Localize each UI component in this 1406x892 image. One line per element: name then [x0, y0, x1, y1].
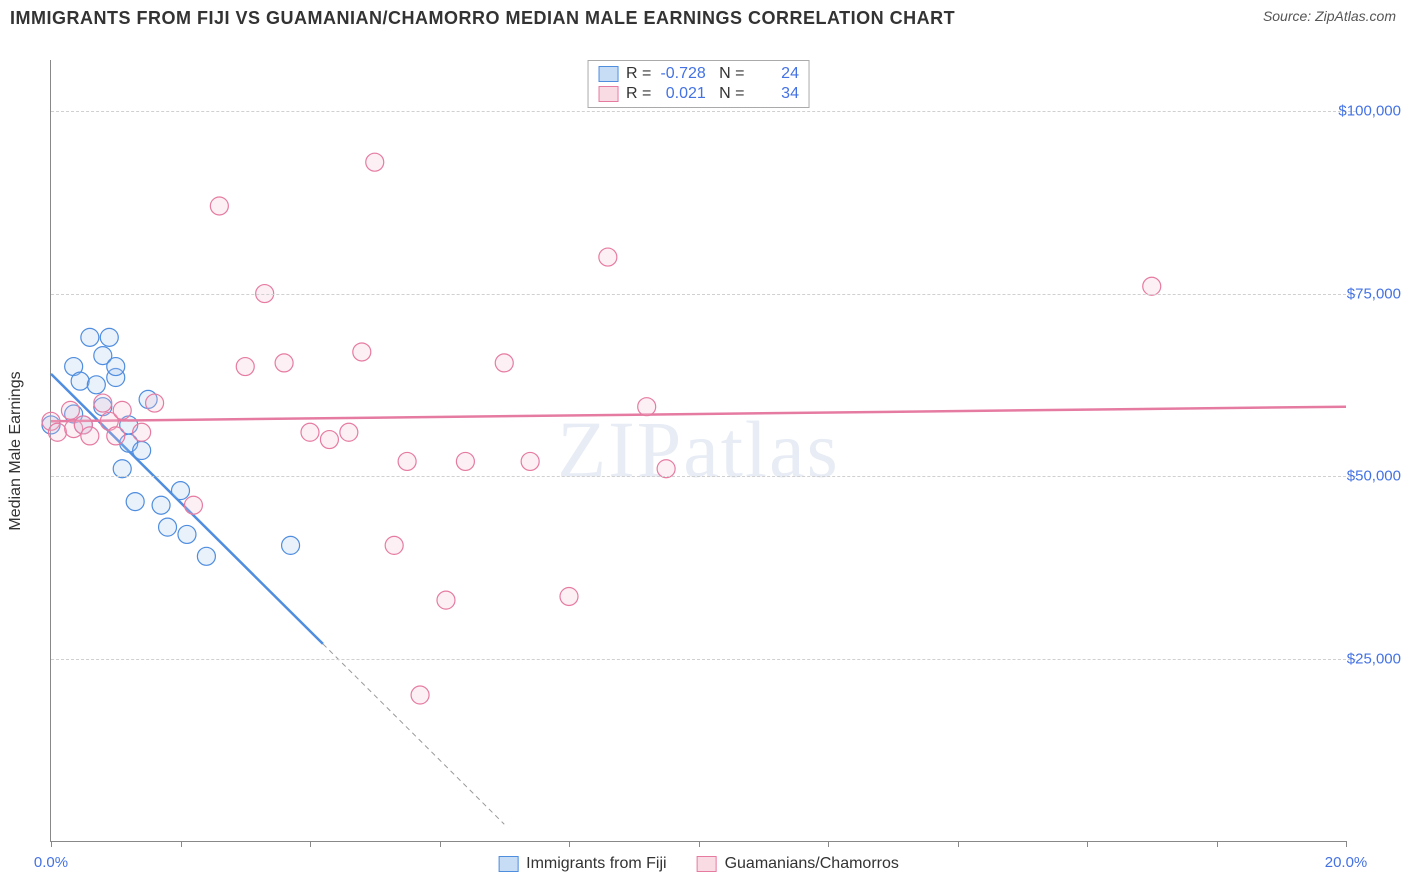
- legend-stats-text: R = -0.728 N = 24: [626, 65, 799, 83]
- data-point: [353, 343, 371, 361]
- x-tick: [51, 841, 52, 847]
- data-point: [456, 452, 474, 470]
- data-point: [599, 248, 617, 266]
- data-point: [61, 401, 79, 419]
- x-tick-label-end: 20.0%: [1325, 854, 1368, 871]
- data-point: [107, 427, 125, 445]
- legend-series-label: Immigrants from Fiji: [526, 855, 666, 873]
- legend-top-row: R = 0.021 N = 34: [598, 85, 799, 103]
- y-tick-label: $25,000: [1347, 650, 1401, 667]
- data-point: [236, 358, 254, 376]
- plot-svg: [51, 60, 1346, 841]
- gridline-h: [51, 294, 1356, 295]
- x-tick: [699, 841, 700, 847]
- data-point: [411, 686, 429, 704]
- data-point: [437, 591, 455, 609]
- source-attribution: Source: ZipAtlas.com: [1263, 8, 1396, 24]
- data-point: [1143, 277, 1161, 295]
- x-tick: [828, 841, 829, 847]
- legend-top-row: R = -0.728 N = 24: [598, 65, 799, 83]
- trend-line-dashed: [323, 644, 504, 824]
- data-point: [178, 525, 196, 543]
- x-tick: [181, 841, 182, 847]
- data-point: [81, 427, 99, 445]
- data-point: [159, 518, 177, 536]
- data-point: [133, 423, 151, 441]
- legend-series: Immigrants from Fiji Guamanians/Chamorros: [498, 855, 899, 873]
- legend-swatch: [697, 856, 717, 872]
- y-tick-label: $100,000: [1338, 103, 1401, 120]
- data-point: [107, 358, 125, 376]
- chart-title: IMMIGRANTS FROM FIJI VS GUAMANIAN/CHAMOR…: [10, 8, 955, 29]
- data-point: [197, 547, 215, 565]
- x-tick: [310, 841, 311, 847]
- data-point: [71, 372, 89, 390]
- legend-bottom-item: Immigrants from Fiji: [498, 855, 666, 873]
- data-point: [275, 354, 293, 372]
- gridline-h: [51, 111, 1356, 112]
- x-tick: [440, 841, 441, 847]
- scatter-plot-area: Median Male Earnings ZIPatlas R = -0.728…: [50, 60, 1346, 842]
- legend-bottom-item: Guamanians/Chamorros: [697, 855, 899, 873]
- legend-series-label: Guamanians/Chamorros: [725, 855, 899, 873]
- data-point: [301, 423, 319, 441]
- data-point: [210, 197, 228, 215]
- data-point: [184, 496, 202, 514]
- x-tick: [1346, 841, 1347, 847]
- gridline-h: [51, 476, 1356, 477]
- data-point: [366, 153, 384, 171]
- legend-stats-text: R = 0.021 N = 34: [626, 85, 799, 103]
- data-point: [133, 442, 151, 460]
- data-point: [638, 398, 656, 416]
- data-point: [87, 376, 105, 394]
- data-point: [94, 394, 112, 412]
- x-tick: [1087, 841, 1088, 847]
- trend-line: [51, 407, 1346, 422]
- data-point: [521, 452, 539, 470]
- data-point: [340, 423, 358, 441]
- data-point: [81, 328, 99, 346]
- data-point: [385, 536, 403, 554]
- data-point: [282, 536, 300, 554]
- x-tick: [1217, 841, 1218, 847]
- legend-swatch: [598, 86, 618, 102]
- legend-swatch: [498, 856, 518, 872]
- legend-swatch: [598, 66, 618, 82]
- data-point: [152, 496, 170, 514]
- data-point: [113, 401, 131, 419]
- data-point: [495, 354, 513, 372]
- data-point: [126, 493, 144, 511]
- data-point: [560, 587, 578, 605]
- y-tick-label: $50,000: [1347, 468, 1401, 485]
- y-tick-label: $75,000: [1347, 285, 1401, 302]
- data-point: [320, 431, 338, 449]
- data-point: [172, 482, 190, 500]
- x-tick: [958, 841, 959, 847]
- data-point: [100, 328, 118, 346]
- data-point: [146, 394, 164, 412]
- data-point: [398, 452, 416, 470]
- data-point: [48, 423, 66, 441]
- y-axis-label: Median Male Earnings: [7, 371, 25, 530]
- x-tick: [569, 841, 570, 847]
- x-tick-label-start: 0.0%: [34, 854, 68, 871]
- gridline-h: [51, 659, 1356, 660]
- legend-correlation-box: R = -0.728 N = 24 R = 0.021 N = 34: [587, 60, 810, 108]
- chart-header: IMMIGRANTS FROM FIJI VS GUAMANIAN/CHAMOR…: [10, 8, 1396, 29]
